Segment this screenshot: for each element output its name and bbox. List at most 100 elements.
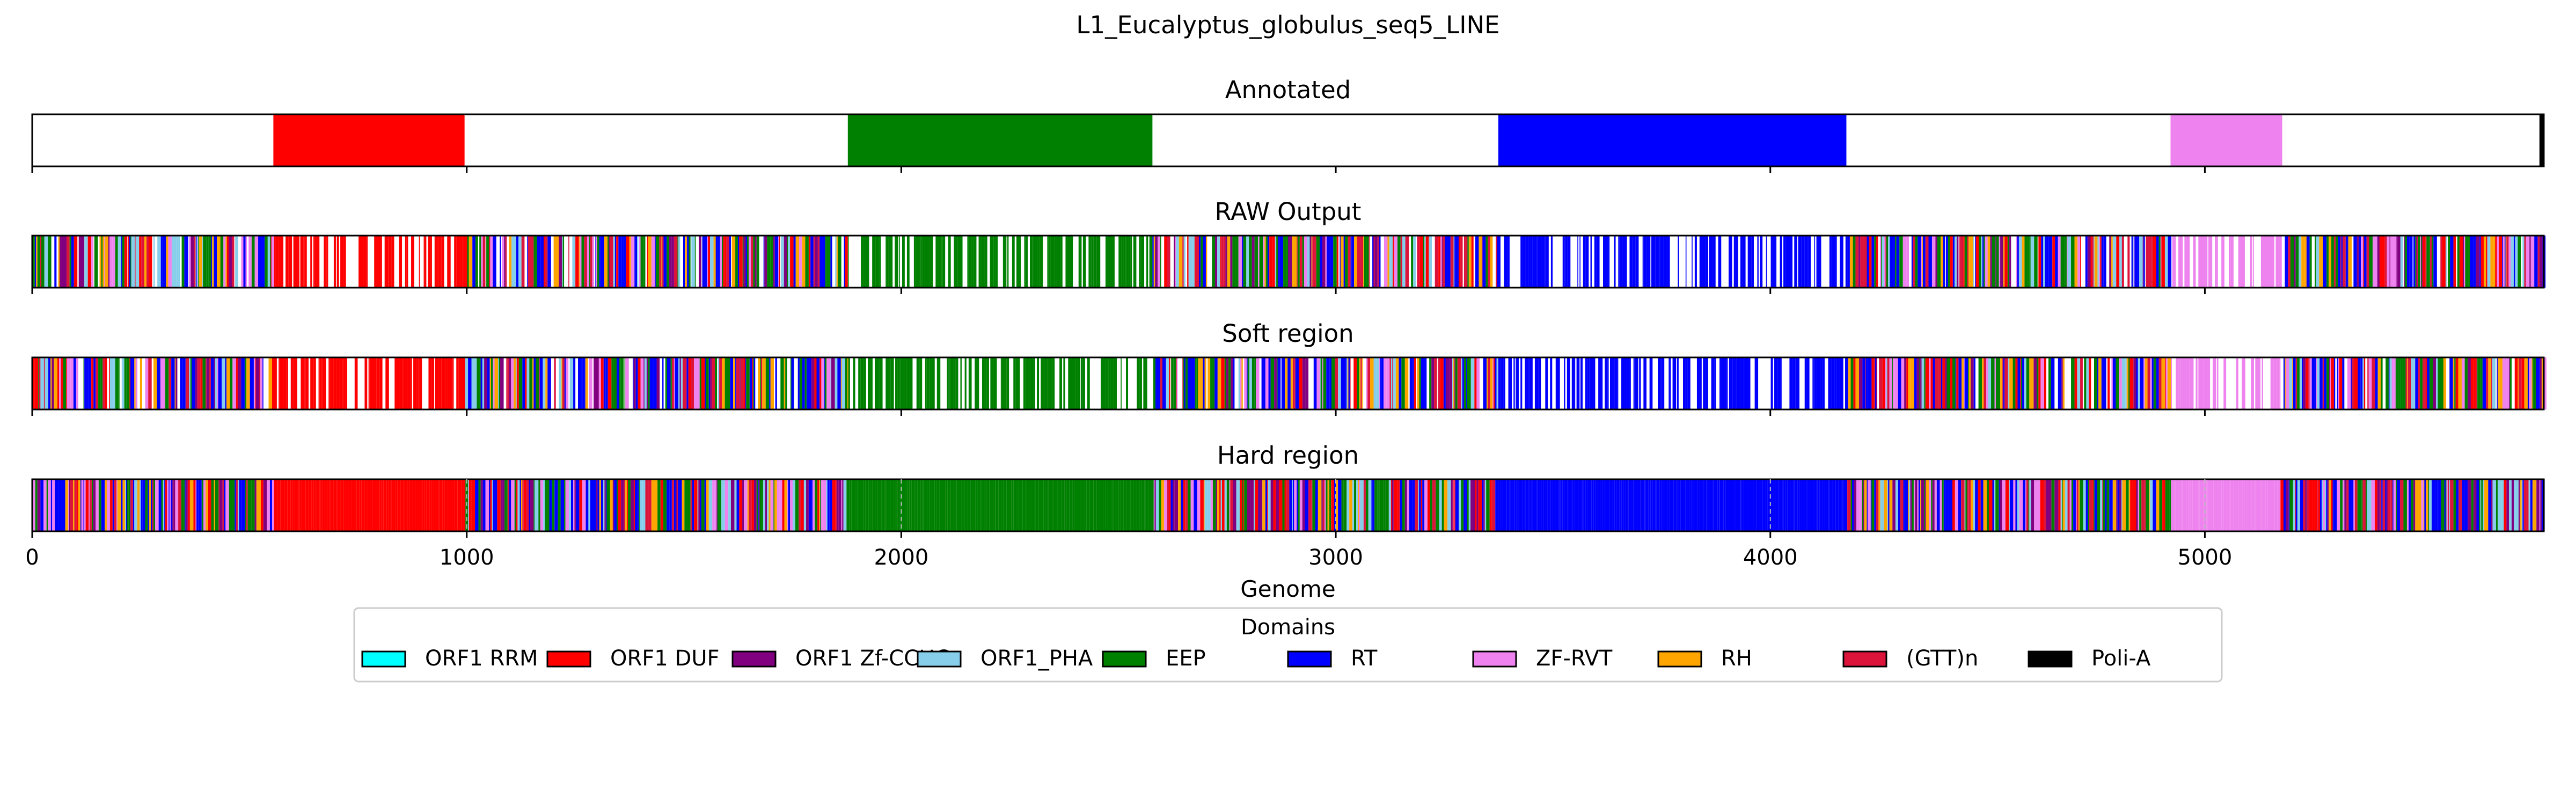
domain-stripe [2274,479,2278,531]
noise-stripe [487,357,490,409]
domain-stripe [1538,357,1541,409]
noise-stripe [763,236,765,288]
legend-label: (GTT)n [1906,646,1978,671]
noise-stripe [2491,479,2493,531]
domain-stripe [1624,236,1627,288]
domain-stripe [1619,236,1623,288]
domain-stripe [922,479,924,531]
noise-stripe [2292,357,2293,409]
noise-stripe [497,479,501,531]
domain-stripe [381,479,384,531]
domain-stripe [1044,357,1048,409]
noise-stripe [1224,357,1227,409]
domain-stripe [1670,479,1674,531]
noise-stripe [836,236,838,288]
noise-stripe [670,357,672,409]
domain-stripe [1817,479,1820,531]
noise-stripe [2496,479,2498,531]
noise-stripe [1921,479,1924,531]
domain-stripe [279,357,280,409]
domain-stripe [327,236,328,288]
domain-stripe [448,357,451,409]
domain-stripe [2255,479,2257,531]
domain-stripe [1130,479,1131,531]
noise-stripe [1434,357,1437,409]
noise-stripe [1292,479,1293,531]
noise-stripe [1153,236,1155,288]
noise-stripe [2324,357,2327,409]
domain-stripe [910,357,913,409]
noise-stripe [1338,357,1341,409]
domain-stripe [1576,357,1580,409]
domain-stripe [1670,357,1671,409]
domain-stripe [275,236,278,288]
noise-stripe [1343,236,1345,288]
domain-stripe [929,357,932,409]
noise-stripe [625,357,629,409]
domain-stripe [2251,357,2254,409]
domain-stripe [322,357,326,409]
domain-stripe [2257,479,2260,531]
legend: Domains ORF1 RRM ORF1 DUF ORF1 Zf-CCHC ORF1… [353,607,2223,683]
noise-stripe [1449,357,1453,409]
noise-stripe [2143,357,2145,409]
noise-stripe [1885,357,1886,409]
domain-stripe [1072,479,1075,531]
noise-stripe [715,236,718,288]
noise-stripe [222,479,224,531]
noise-stripe [1418,479,1419,531]
domain-stripe [1579,236,1580,288]
domain-stripe [1807,236,1809,288]
noise-stripe [144,236,147,288]
noise-stripe [1436,479,1439,531]
noise-stripe [2107,357,2110,409]
legend-swatch [1657,650,1702,668]
noise-stripe [2411,357,2414,409]
noise-stripe [2453,236,2456,288]
noise-stripe [105,479,107,531]
noise-stripe [2367,479,2369,531]
noise-stripe [218,357,222,409]
noise-stripe [199,236,202,288]
noise-stripe [2302,357,2303,409]
noise-stripe [1173,479,1175,531]
noise-stripe [1853,357,1856,409]
noise-stripe [1863,479,1864,531]
noise-stripe [1936,479,1940,531]
domain-stripe [1824,479,1827,531]
domain-stripe [2270,357,2274,409]
noise-stripe [2498,479,2501,531]
noise-stripe [694,357,697,409]
noise-stripe [538,479,540,531]
noise-stripe [1482,236,1486,288]
domain-stripe [1812,357,1814,409]
noise-stripe [2366,479,2367,531]
domain-stripe [2176,357,2179,409]
domain-stripe [1632,236,1636,288]
noise-stripe [2361,479,2363,531]
domain-stripe [2213,357,2216,409]
domain-stripe [863,479,866,531]
noise-stripe [2071,236,2075,288]
domain-stripe [1526,357,1528,409]
noise-stripe [70,357,74,409]
noise-stripe [700,479,701,531]
noise-stripe [2512,479,2514,531]
noise-stripe [109,357,110,409]
noise-stripe [254,236,259,288]
noise-stripe [2464,479,2468,531]
domain-stripe [2230,479,2234,531]
noise-stripe [1914,357,1917,409]
domain-stripe [1822,357,1825,409]
noise-stripe [2289,479,2293,531]
domain-stripe [1051,357,1052,409]
noise-stripe [2425,236,2427,288]
noise-stripe [1164,236,1167,288]
noise-stripe [2165,357,2168,409]
domain-stripe [1703,479,1707,531]
noise-stripe [2057,479,2059,531]
noise-stripe [516,479,518,531]
domain-stripe [849,479,852,531]
noise-stripe [1994,357,1996,409]
noise-stripe [1362,357,1363,409]
